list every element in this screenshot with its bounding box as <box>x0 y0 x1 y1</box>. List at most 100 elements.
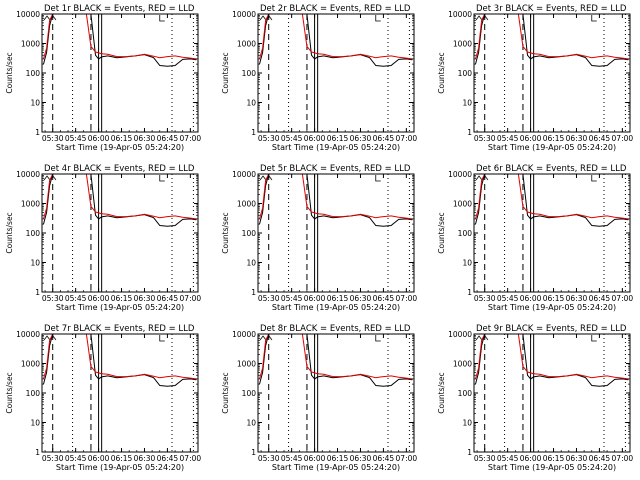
corner-marker <box>375 15 381 22</box>
x-tick-label: 05:45 <box>497 294 519 303</box>
chart-panel-4: Det 4r BLACK = Events, RED = LLD 1 10 100 10… <box>5 164 201 312</box>
x-tick-label: 06:00 <box>520 134 542 143</box>
series-line-events <box>43 174 197 227</box>
x-axis-label: Start Time (19-Apr-05 05:24:20) <box>272 463 400 472</box>
y-axis-label: Counts/sec <box>221 372 230 413</box>
y-tick-label: 1 <box>251 288 256 297</box>
y-axis-label: Counts/sec <box>221 52 230 93</box>
corner-marker <box>591 175 597 182</box>
plot-frame <box>41 13 199 133</box>
series-line-events <box>475 334 629 387</box>
y-tick-label: 100 <box>458 69 473 78</box>
y-tick-label: 10 <box>246 259 256 268</box>
y-tick-label: 100 <box>26 229 41 238</box>
series-line-lld <box>259 174 413 220</box>
x-tick-label: 06:15 <box>543 294 565 303</box>
y-tick-label: 1000 <box>453 40 472 49</box>
x-tick-label: 06:30 <box>350 294 372 303</box>
chart-title: Det 1r BLACK = Events, RED = LLD <box>44 4 195 14</box>
x-tick-label: 06:00 <box>304 454 326 463</box>
x-tick-label: 06:45 <box>157 294 179 303</box>
x-tick-label: 06:15 <box>327 454 349 463</box>
y-tick-label: 1000 <box>237 40 256 49</box>
x-tick-label: 07:00 <box>180 134 202 143</box>
chart-panel-7: Det 7r BLACK = Events, RED = LLD 1 10 100 10… <box>5 324 201 472</box>
x-tick-label: 06:15 <box>543 454 565 463</box>
chart-title: Det 8r BLACK = Events, RED = LLD <box>260 324 411 334</box>
chart-title: Det 9r BLACK = Events, RED = LLD <box>476 324 627 334</box>
y-axis-label: Counts/sec <box>5 212 14 253</box>
series-line-lld <box>475 334 629 380</box>
chart-panel-1: Det 1r BLACK = Events, RED = LLD 1 10 100 10… <box>5 4 201 152</box>
x-tick-label: 05:45 <box>65 134 87 143</box>
series-line-events <box>259 14 413 67</box>
x-tick-label: 07:00 <box>612 454 634 463</box>
y-tick-label: 10000 <box>16 330 40 339</box>
x-tick-label: 06:00 <box>88 294 110 303</box>
y-tick-label: 1000 <box>237 200 256 209</box>
y-tick-label: 10000 <box>232 170 256 179</box>
x-tick-label: 06:45 <box>373 134 395 143</box>
x-tick-label: 05:45 <box>65 454 87 463</box>
chart-title: Det 4r BLACK = Events, RED = LLD <box>44 164 195 174</box>
plot-frame <box>473 333 631 453</box>
x-axis-label: Start Time (19-Apr-05 05:24:20) <box>56 143 184 152</box>
x-tick-label: 06:30 <box>566 134 588 143</box>
x-tick-label: 05:30 <box>258 134 280 143</box>
x-tick-label: 07:00 <box>396 134 418 143</box>
series-line-events <box>475 14 629 67</box>
series-line-lld <box>475 14 629 60</box>
x-tick-label: 05:30 <box>474 454 496 463</box>
x-tick-label: 06:15 <box>111 134 133 143</box>
x-tick-label: 05:45 <box>65 294 87 303</box>
corner-marker <box>159 335 165 342</box>
y-tick-label: 1 <box>35 288 40 297</box>
y-tick-label: 1 <box>467 448 472 457</box>
y-tick-label: 10 <box>462 419 472 428</box>
x-tick-label: 06:30 <box>350 454 372 463</box>
x-axis-label: Start Time (19-Apr-05 05:24:20) <box>488 143 616 152</box>
y-tick-label: 100 <box>458 389 473 398</box>
plot-frame <box>257 333 415 453</box>
y-tick-label: 10000 <box>232 330 256 339</box>
x-tick-label: 05:30 <box>42 134 64 143</box>
plot-frame <box>41 333 199 453</box>
x-axis-label: Start Time (19-Apr-05 05:24:20) <box>488 463 616 472</box>
y-axis-label: Counts/sec <box>437 372 446 413</box>
y-tick-label: 10 <box>462 259 472 268</box>
y-tick-label: 1 <box>35 128 40 137</box>
chart-title: Det 3r BLACK = Events, RED = LLD <box>476 4 627 14</box>
plot-frame <box>41 173 199 293</box>
y-tick-label: 10 <box>30 259 40 268</box>
chart-title: Det 6r BLACK = Events, RED = LLD <box>476 164 627 174</box>
x-tick-label: 06:00 <box>88 454 110 463</box>
x-tick-label: 06:00 <box>520 454 542 463</box>
chart-panel-8: Det 8r BLACK = Events, RED = LLD 1 10 100 10… <box>221 324 417 472</box>
series-line-lld <box>43 14 197 60</box>
y-axis-label: Counts/sec <box>5 52 14 93</box>
y-tick-label: 1000 <box>21 40 40 49</box>
corner-marker <box>159 175 165 182</box>
y-tick-label: 1 <box>467 288 472 297</box>
y-tick-label: 1 <box>467 128 472 137</box>
x-tick-label: 05:45 <box>497 454 519 463</box>
x-tick-label: 06:45 <box>373 294 395 303</box>
y-tick-label: 10000 <box>448 170 472 179</box>
x-axis-label: Start Time (19-Apr-05 05:24:20) <box>56 303 184 312</box>
x-tick-label: 06:30 <box>350 134 372 143</box>
x-tick-label: 05:45 <box>281 294 303 303</box>
chart-title: Det 7r BLACK = Events, RED = LLD <box>44 324 195 334</box>
chart-panel-2: Det 2r BLACK = Events, RED = LLD 1 10 100 10… <box>221 4 417 152</box>
x-tick-label: 06:30 <box>134 294 156 303</box>
y-axis-label: Counts/sec <box>437 212 446 253</box>
x-tick-label: 06:45 <box>373 454 395 463</box>
corner-marker <box>159 15 165 22</box>
y-tick-label: 100 <box>242 69 257 78</box>
x-tick-label: 07:00 <box>612 294 634 303</box>
y-tick-label: 1 <box>251 128 256 137</box>
y-tick-label: 100 <box>242 229 257 238</box>
y-tick-label: 1 <box>35 448 40 457</box>
y-tick-label: 1000 <box>453 360 472 369</box>
series-line-lld <box>475 174 629 220</box>
y-tick-label: 10000 <box>16 10 40 19</box>
